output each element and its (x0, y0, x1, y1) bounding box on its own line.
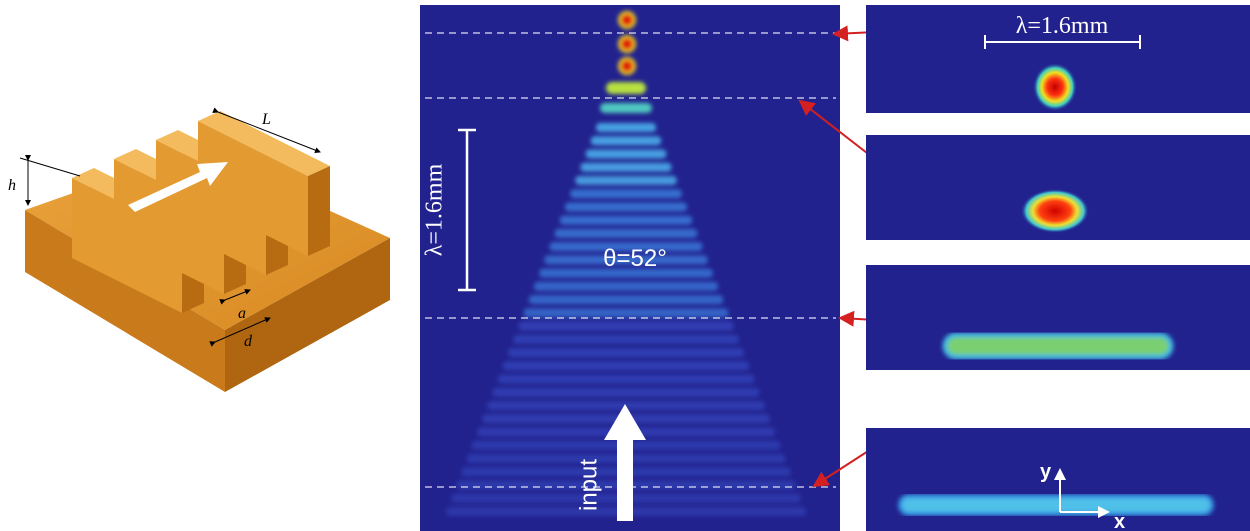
angle-label: θ=52° (603, 245, 667, 272)
field-bar (533, 281, 719, 291)
field-bar (513, 334, 739, 344)
L-dim (212, 107, 321, 153)
x-axis-label: x (1114, 511, 1125, 531)
field-bar (528, 295, 724, 305)
scale-label: λ=1.6mm (422, 163, 448, 256)
label-L: L (261, 111, 271, 128)
field-bar (544, 255, 708, 265)
h-ext (19, 157, 81, 177)
field-bar (487, 401, 765, 411)
mode-spot (1021, 189, 1089, 233)
label-h: h (8, 177, 16, 194)
fin-front (198, 121, 308, 256)
direction-arrow (128, 162, 228, 212)
d-dim (209, 317, 271, 347)
pointer-arrow (798, 99, 877, 161)
fin-side (308, 166, 330, 256)
field-bar (564, 202, 688, 212)
field-bar (502, 361, 750, 371)
label-d: d (244, 333, 253, 350)
scale-label: λ=1.6mm (1016, 13, 1109, 39)
mode-spot (1033, 63, 1077, 111)
field-bars (446, 11, 806, 516)
field-bar (580, 162, 672, 172)
field-bar (600, 103, 652, 113)
field-bar (518, 321, 734, 331)
input-arrow (604, 404, 646, 521)
field-bar (549, 242, 703, 252)
field-bar (596, 123, 656, 132)
field-bar (570, 189, 682, 199)
field-bar (590, 136, 662, 146)
field-spot (621, 14, 633, 26)
a-dim (219, 289, 251, 305)
field-bar (585, 149, 667, 159)
field-spot (621, 38, 633, 50)
input-label: input (575, 459, 602, 511)
field-bar (554, 228, 698, 238)
field-bar (606, 82, 646, 94)
field-map: λ=1.6mm θ=52° input (420, 5, 840, 531)
field-bar (539, 268, 713, 278)
mode-spot (942, 332, 1174, 360)
label-a: a (238, 305, 246, 322)
y-axis-label: y (1040, 461, 1052, 483)
field-bar (508, 348, 744, 358)
field-bar (497, 374, 755, 384)
pointer-arrow (812, 445, 877, 488)
fins (72, 111, 330, 313)
cross-sections: λ=1.6mm y x (866, 5, 1250, 531)
field-spot (621, 60, 633, 72)
grating-model: h L a d (8, 107, 390, 392)
field-bar (559, 215, 693, 225)
field-bar (523, 308, 729, 318)
field-bar (492, 387, 760, 397)
mode-spot (898, 494, 1214, 516)
field-bar (575, 175, 677, 185)
plate-side (225, 238, 390, 392)
